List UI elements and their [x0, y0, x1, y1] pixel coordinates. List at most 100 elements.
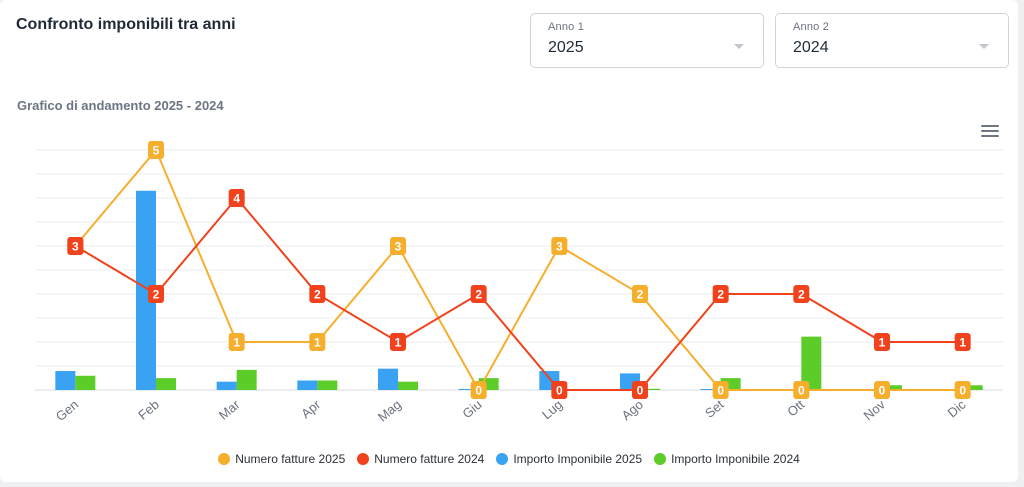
anno1-select[interactable]: Anno 1 2025	[530, 13, 764, 68]
bar-importo-imponibile-2025-gen	[55, 371, 76, 390]
anno2-value: 2024	[793, 39, 829, 56]
bar-importo-imponibile-2025-set	[700, 389, 721, 390]
data-label-badge	[712, 285, 729, 303]
x-tick-label: Ott	[784, 397, 807, 420]
bar-importo-imponibile-2025-apr	[297, 380, 318, 390]
bar-importo-imponibile-2024-gen	[75, 375, 96, 390]
data-label: 1	[233, 336, 240, 350]
x-tick-label: Mar	[216, 396, 243, 422]
data-label-badge	[390, 237, 406, 255]
data-label-badge	[309, 285, 326, 303]
data-label: 0	[798, 384, 805, 398]
data-label-badge	[793, 285, 810, 303]
data-label-badge	[954, 381, 971, 399]
bar-importo-imponibile-2024-mag	[398, 381, 418, 390]
x-tick-label: Mag	[375, 397, 404, 425]
hamburger-menu-icon[interactable]	[981, 124, 999, 138]
data-label: 0	[959, 384, 966, 398]
legend-item[interactable]: Numero fatture 2024	[357, 452, 484, 466]
bar-importo-imponibile-2025-mar	[216, 381, 237, 390]
data-label-badge	[551, 381, 568, 399]
legend-marker	[496, 453, 509, 465]
data-label: 0	[475, 384, 482, 398]
data-label-badge	[470, 285, 487, 303]
data-label: 2	[798, 288, 805, 302]
x-tick-label: Feb	[135, 397, 162, 423]
data-label-badge	[390, 333, 406, 351]
legend-label: Importo Imponibile 2025	[513, 452, 643, 466]
data-label: 1	[959, 336, 966, 350]
anno1-label: Anno 1	[548, 21, 585, 33]
x-tick-label: Ago	[619, 397, 646, 423]
data-label: 4	[233, 192, 240, 206]
bar-importo-imponibile-2024-dic	[962, 385, 983, 390]
chart-legend: Numero fatture 2025 Numero fatture 2024 Im…	[0, 452, 1018, 466]
chart-title: Grafico di andamento 2025 - 2024	[17, 98, 224, 113]
data-label-badge	[148, 285, 164, 303]
data-label-badge	[228, 333, 245, 351]
data-label-badge	[551, 237, 568, 255]
data-label: 2	[475, 288, 482, 302]
page-title: Confronto imponibili tra anni	[16, 16, 236, 33]
legend-item[interactable]: Importo Imponibile 2024	[654, 452, 800, 466]
bar-importo-imponibile-2024-nov	[882, 385, 902, 390]
bar-importo-imponibile-2024-ago	[640, 388, 660, 390]
data-label: 0	[556, 384, 563, 398]
chevron-down-icon	[979, 44, 989, 49]
data-label-badge	[632, 285, 648, 303]
bar-importo-imponibile-2024-mar	[236, 369, 257, 390]
legend-item[interactable]: Importo Imponibile 2025	[496, 452, 642, 466]
data-label: 3	[72, 240, 79, 254]
x-tick-label: Gen	[53, 397, 81, 424]
data-label: 2	[717, 288, 724, 302]
x-tick-label: Giu	[459, 397, 484, 421]
bar-importo-imponibile-2025-mag	[378, 368, 398, 390]
combo-chart: 351130320000324212002211GenFebMarAprMagG…	[35, 141, 1003, 425]
data-label: 2	[153, 288, 160, 302]
x-tick-label: Nov	[861, 396, 889, 423]
anno1-value: 2025	[548, 39, 584, 56]
data-label-badge	[712, 381, 729, 399]
legend-label: Importo Imponibile 2024	[671, 452, 800, 466]
data-label-badge	[228, 189, 245, 207]
data-label: 5	[153, 144, 160, 158]
data-label: 2	[314, 288, 321, 302]
line-numero-fatture-2024	[74, 196, 963, 391]
data-label-badge	[309, 333, 326, 351]
data-label-badge	[470, 381, 487, 399]
data-label: 2	[637, 288, 644, 302]
anno2-label: Anno 2	[793, 21, 830, 33]
data-label-badge	[67, 237, 84, 255]
data-label-badge	[148, 141, 164, 159]
data-label: 1	[879, 336, 886, 350]
x-tick-label: Apr	[298, 396, 324, 421]
anno2-select[interactable]: Anno 2 2024	[775, 13, 1009, 68]
data-label-badge	[874, 333, 890, 351]
legend-item[interactable]: Numero fatture 2025	[218, 452, 345, 466]
data-label: 1	[395, 336, 402, 350]
data-label: 3	[395, 240, 402, 254]
data-label: 0	[637, 384, 644, 398]
legend-marker	[654, 453, 667, 465]
bar-importo-imponibile-2025-feb	[136, 190, 156, 390]
data-label-badge	[793, 381, 810, 399]
chevron-down-icon	[734, 44, 744, 49]
data-label: 0	[717, 384, 724, 398]
data-label-badge	[954, 333, 971, 351]
x-tick-label: Set	[702, 397, 727, 421]
bar-importo-imponibile-2024-ott	[801, 336, 822, 390]
legend-marker	[357, 453, 370, 465]
bar-importo-imponibile-2024-apr	[317, 380, 338, 390]
x-tick-label: Lug	[539, 397, 565, 422]
data-label-badge	[874, 381, 890, 399]
legend-label: Numero fatture 2025	[235, 452, 346, 466]
line-numero-fatture-2025	[74, 148, 963, 393]
data-label-badge	[632, 381, 648, 399]
x-tick-label: Dic	[945, 396, 969, 420]
data-label: 1	[314, 336, 321, 350]
bar-importo-imponibile-2025-giu	[458, 389, 479, 390]
legend-label: Numero fatture 2024	[374, 452, 485, 466]
data-label: 3	[556, 240, 563, 254]
bar-importo-imponibile-2024-giu	[478, 378, 499, 390]
